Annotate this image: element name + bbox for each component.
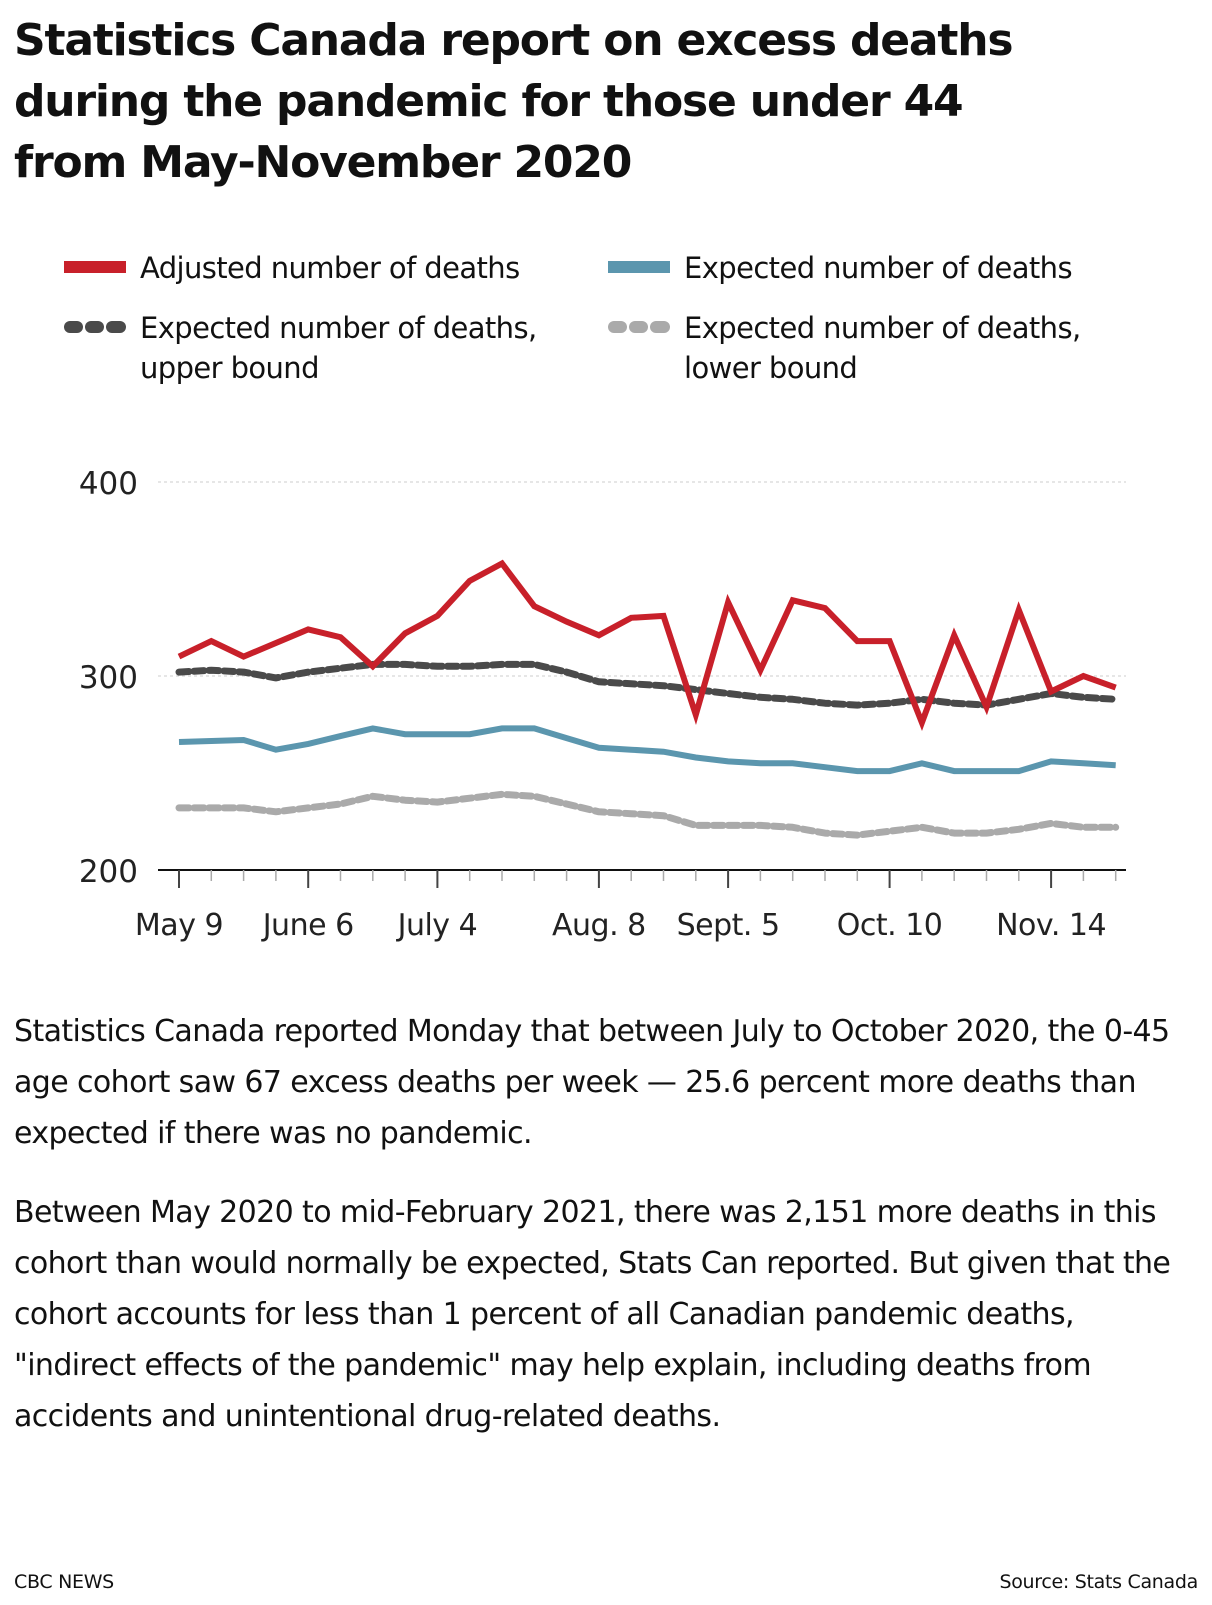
x-axis: May 9 June 6 July 4 Aug. 8 Sept. 5 Oct. 10 Nov… <box>135 869 1126 943</box>
series-line-adjusted-number-of-deaths <box>177 559 1117 731</box>
body-paragraph-1: Statistics Canada reported Monday that b… <box>14 1014 1170 1151</box>
x-tick-label: June 6 <box>261 908 354 943</box>
chart-title: Statistics Canada report on excess death… <box>14 10 1194 193</box>
gridlines <box>158 481 1126 677</box>
source-label: Source: Stats Canada <box>999 1571 1198 1593</box>
legend-item-upper-bound: Expected number of deaths, upper bound <box>64 308 537 388</box>
title-line: Statistics Canada report on excess death… <box>14 15 1014 66</box>
legend-label: Expected number of deaths, lower bound <box>684 311 1081 385</box>
legend-item-lower-bound: Expected number of deaths, lower bound <box>608 308 1081 388</box>
series-line-expected-number-of-deaths-upper-bound <box>175 660 1120 709</box>
series-lines <box>175 559 1120 839</box>
legend-swatch-upper-bound <box>64 321 126 333</box>
legend-item-expected: Expected number of deaths <box>608 248 1073 288</box>
x-tick-label: Sept. 5 <box>677 908 780 943</box>
x-tick-label: May 9 <box>135 908 223 943</box>
x-tick-label: Nov. 14 <box>996 908 1106 943</box>
legend-label: Adjusted number of deaths <box>140 251 520 285</box>
title-line: from May-November 2020 <box>14 137 632 188</box>
legend-swatch-lower-bound <box>608 321 670 333</box>
y-tick-label: 400 <box>79 466 138 502</box>
legend-swatch-adjusted <box>64 261 126 273</box>
x-tick-label: Aug. 8 <box>552 908 646 943</box>
legend-label: Expected number of deaths, upper bound <box>140 311 537 385</box>
series-line-expected-number-of-deaths-lower-bound <box>175 790 1120 839</box>
x-tick-label: Oct. 10 <box>837 908 943 943</box>
legend-item-adjusted: Adjusted number of deaths <box>64 248 520 288</box>
title-line: during the pandemic for those under 44 <box>14 76 964 127</box>
y-axis-ticks: 200 300 400 <box>79 466 138 890</box>
credit-label: CBC NEWS <box>14 1571 114 1593</box>
legend-label: Expected number of deaths <box>684 251 1073 285</box>
y-tick-label: 200 <box>79 854 138 890</box>
line-chart: 200 300 400 May 9 June 6 July 4 Aug. 8 Sept. 5… <box>79 466 1126 943</box>
legend-swatch-expected <box>608 261 670 273</box>
series-line-expected-number-of-deaths <box>178 725 1116 775</box>
body-paragraph-2: Between May 2020 to mid-February 2021, t… <box>14 1195 1171 1434</box>
x-tick-label: July 4 <box>396 908 478 943</box>
y-tick-label: 300 <box>79 660 138 696</box>
